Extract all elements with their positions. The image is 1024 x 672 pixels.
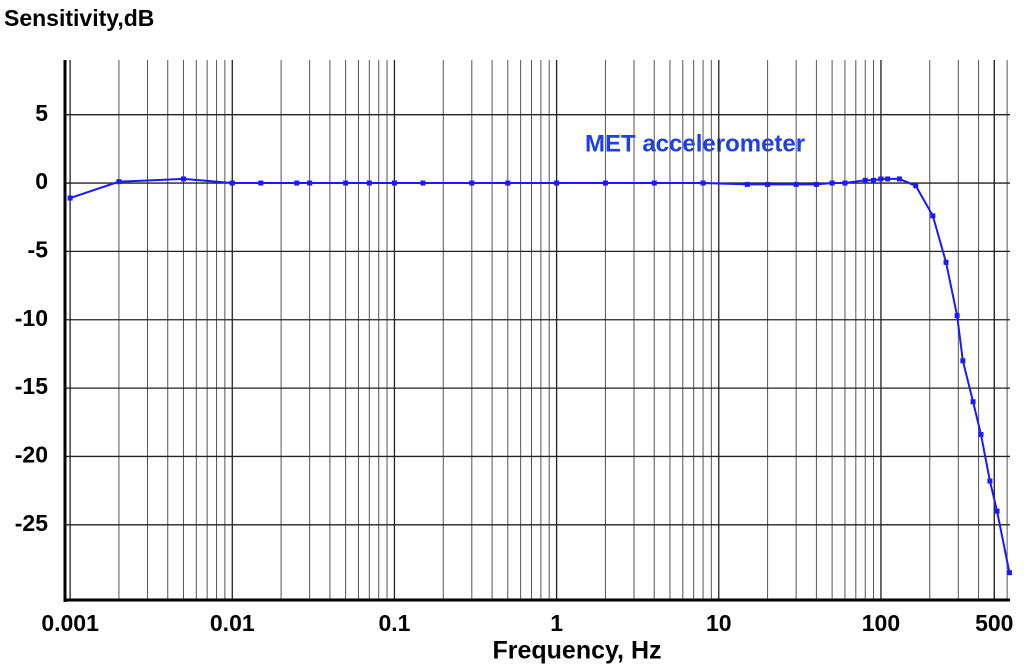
point xyxy=(420,180,426,186)
y-tick-label: 0 xyxy=(35,168,48,194)
point xyxy=(930,213,936,219)
series-line xyxy=(69,177,1011,573)
point xyxy=(744,181,750,187)
point xyxy=(954,313,960,319)
point xyxy=(793,181,799,187)
point xyxy=(366,180,372,186)
point xyxy=(180,176,186,182)
point xyxy=(878,176,884,182)
point xyxy=(294,180,300,186)
x-tick-label: 0.001 xyxy=(41,610,99,636)
point xyxy=(871,177,877,183)
point xyxy=(469,180,475,186)
x-tick-label: 0.01 xyxy=(210,610,255,636)
point xyxy=(896,176,902,182)
point xyxy=(505,180,511,186)
point xyxy=(700,180,706,186)
point xyxy=(391,180,397,186)
point xyxy=(913,183,919,189)
x-tick-label: 0.1 xyxy=(378,610,410,636)
point xyxy=(307,180,313,186)
series-label: MET accelerometer xyxy=(585,130,805,157)
point xyxy=(602,180,608,186)
point xyxy=(994,508,1000,514)
point xyxy=(885,176,891,182)
point xyxy=(67,195,73,201)
x-axis-label: Frequency, Hz xyxy=(492,637,661,665)
x-tick-label: 10 xyxy=(706,610,732,636)
y-axis-label: Sensitivity,dB xyxy=(4,5,154,31)
x-tick-label: 1 xyxy=(550,610,563,636)
y-tick-label: -10 xyxy=(15,305,48,331)
point xyxy=(960,358,966,364)
point xyxy=(970,399,976,405)
point xyxy=(229,180,235,186)
point xyxy=(258,180,264,186)
y-tick-label: -15 xyxy=(15,373,48,399)
point xyxy=(813,181,819,187)
point xyxy=(978,432,984,438)
y-tick-label: -5 xyxy=(28,236,49,262)
point xyxy=(765,181,771,187)
y-tick-label: -20 xyxy=(15,442,48,468)
point xyxy=(554,180,560,186)
point xyxy=(842,180,848,186)
point xyxy=(943,259,949,265)
point xyxy=(116,179,122,185)
point xyxy=(829,180,835,186)
point xyxy=(862,177,868,183)
point xyxy=(987,478,993,484)
x-tick-label: 100 xyxy=(862,610,900,636)
point xyxy=(651,180,657,186)
point xyxy=(343,180,349,186)
y-tick-label: -25 xyxy=(15,510,48,536)
y-tick-label: 5 xyxy=(35,100,48,126)
point xyxy=(1006,570,1012,576)
x-tick-label: 500 xyxy=(975,610,1013,636)
